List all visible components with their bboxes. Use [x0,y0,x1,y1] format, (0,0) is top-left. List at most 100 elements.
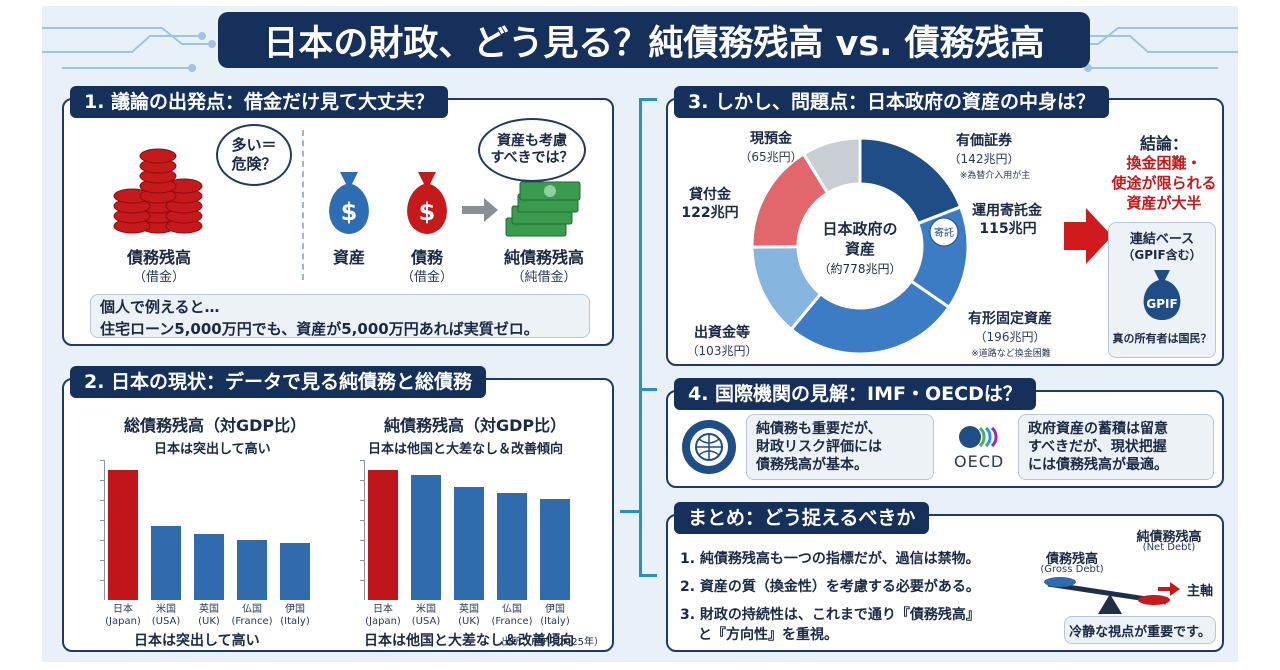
y-tick-mark [100,560,104,561]
dollar-sign: $ [341,198,358,226]
section-3-title: 3. しかし、問題点：日本政府の資産の中身は？ [674,86,1110,118]
oecd-logo-text: OECD [954,452,1005,471]
section-1-title: 1. 議論の出発点：借金だけ見て大丈夫？ [70,86,449,118]
donut-center-line2: 資産 [844,240,875,258]
closing-note: 冷静な視点が重要です。 [1069,625,1211,640]
liability-sub: （借金） [400,270,453,285]
seg-trust-label: 運用寄託金 [972,203,1042,219]
connector-mid [639,388,657,391]
big-arrow-right-icon [1064,208,1112,264]
x-tick-label: 米国 (USA) [151,604,181,627]
debt-label: 債務残高 [126,248,191,267]
scale-right-label: 純債務残高 [1136,530,1202,545]
summary-item-1: 1. 純債務残高も一つの指標だが、過信は禁物。 [680,551,980,567]
bar [368,470,398,600]
seg-loans-label: 貸付金 [689,187,731,203]
thought-bubble-danger: 多い＝ 危険？ [216,124,292,186]
oecd-quote-box [1018,414,1214,480]
bar [454,487,484,600]
scale-left-en: (Gross Debt) [1040,564,1104,575]
donut-center-line3: （約778兆円） [818,262,902,276]
y-tick-mark [100,500,104,501]
gpif-logo-text: GPIF [1146,297,1177,311]
example-line-1: 個人で例えると… [100,298,220,316]
seg-fixed-val: （196兆円） [974,330,1046,344]
gpif-question: 真の所有者は国民？ [1112,332,1212,345]
dollar-sign: $ [419,198,436,226]
seg-invest-label: 出資金等 [694,325,750,341]
debt-sub: （借金） [132,270,185,285]
y-tick-mark [360,500,364,501]
x-tick-label: 日本 (Japan) [365,604,401,627]
debt-bag-icon: $ [407,172,447,234]
seg-fixed-label: 有形固定資産 [968,311,1052,327]
plot-area [368,460,598,600]
liability-label: 債務 [410,248,443,267]
bar [151,526,181,600]
seg-loans-val: 122兆円 [681,205,739,221]
section-4-title: 4. 国際機関の見解：IMF・OECDは？ [674,378,1036,410]
y-tick-mark [100,480,104,481]
y-tick-mark [360,580,364,581]
summary-item-3a: 3. 財政の持続性は、これまで通り『債務残高』 [680,607,980,623]
seg-fixed-note: ※道路など換金困難 [971,349,1051,359]
plot-area [108,460,338,600]
cash-stack-icon [505,181,581,237]
seg-invest-val: （103兆円） [686,344,758,358]
source-note: 出所：IMF（2025年） [501,637,604,648]
oecd-quote: 政府資産の蓄積は留意 すべきだが、現状把握 には債務残高が最適。 [1028,421,1168,474]
chart-title: 総債務残高（対GDP比） [124,416,307,435]
arrow-right-icon [462,198,498,222]
chart-title: 純債務残高（対GDP比） [384,416,567,435]
seg-cash-label: 現預金 [750,131,792,147]
trust-icon-text: 寄託 [934,226,954,239]
bar [411,475,441,600]
chart-y-axis [104,460,105,600]
bar [280,543,310,600]
x-tick-label: 米国 (USA) [411,604,441,627]
connector-bottom [639,574,657,577]
x-tick-label: 英国 (UK) [198,604,220,627]
asset-label: 資産 [332,248,365,267]
section-1-panel: 1. 議論の出発点：借金だけ見て大丈夫？ 多い＝ 危険？ 債務残高 （借金） $… [62,86,614,346]
seg-fixed-slice [789,279,952,356]
y-tick-mark [360,520,364,521]
section-4-panel: 4. 国際機関の見解：IMF・OECDは？ 純債務も重要だが、 財政リスク評価に… [666,378,1224,488]
connector-vertical [639,98,642,576]
seg-securities-val: （142兆円） [948,152,1020,166]
conclusion-line2: 使途が限られる [1111,174,1217,192]
summary-item-2: 2. 資産の質（換金性）を考慮する必要がある。 [680,579,980,595]
x-tick-label: 日本 (Japan) [105,604,141,627]
seg-securities-label: 有価証券 [956,133,1012,149]
oecd-logo-icon [959,426,998,448]
y-tick-mark [360,560,364,561]
gpif-line1: 連結ベース [1129,232,1195,247]
seg-trust-val: 115兆円 [979,221,1037,237]
chart-caption: 日本は他国と大差なし＆改善傾向 [364,633,574,649]
bar [497,493,527,600]
imf-quote: 純債務も重要だが、 財政リスク評価には 債務残高が基本。 [756,421,882,474]
y-tick-mark [360,460,364,461]
trust-icon [929,217,959,247]
main-axis-label: 主軸 [1186,584,1213,599]
arrow-right-small-icon [1158,582,1180,596]
y-tick-mark [100,520,104,521]
gpif-line2: （GPIF含む） [1122,248,1202,262]
section-2-panel: 2. 日本の現状：データで見る純債務と総債務 総債務残高（対GDP比） 日本は突出… [62,366,614,652]
x-tick-label: 英国 (UK) [458,604,480,627]
seg-cash-slice [801,136,862,196]
imf-quote-box [746,414,934,480]
connector-top [639,98,657,101]
conclusion-line1: 換金困難・ [1126,154,1202,172]
connector-left [620,510,640,513]
asset-bag-icon: $ [329,172,369,234]
section-3-panel: 3. しかし、問題点：日本政府の資産の中身は？ 寄託 日本政府の 資産 （約77… [666,86,1224,366]
y-tick-mark [360,540,364,541]
imf-logo-icon [682,420,736,474]
net-debt-label: 純債務残高 [503,248,584,267]
chart-annotation: 日本は他国と大差なし＆改善傾向 [368,442,564,457]
x-tick-label: 伊国 (Italy) [280,604,310,627]
asset-donut-chart: 寄託 [750,136,970,356]
thought-bubble-assets: 資産も考慮 すべきでは？ [478,118,586,182]
x-tick-label: 伊国 (Italy) [540,604,570,627]
